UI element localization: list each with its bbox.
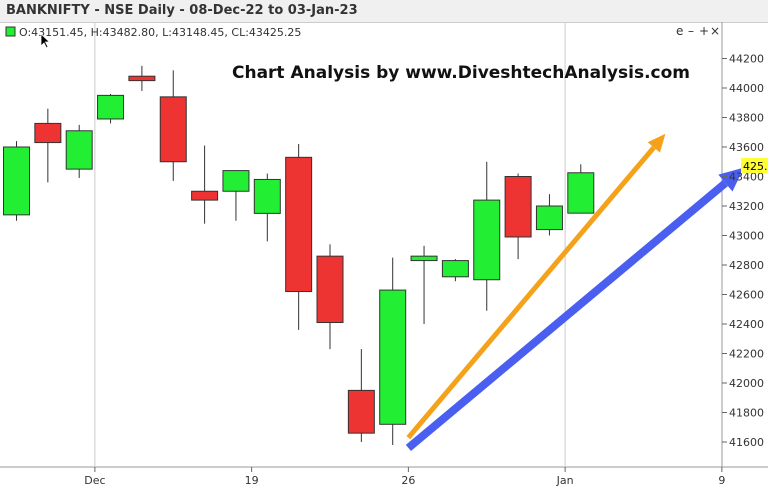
chart-title: BANKNIFTY - NSE Daily - 08-Dec-22 to 03-… xyxy=(6,3,358,18)
y-tick-label: 44200 xyxy=(729,53,764,66)
y-tick-label: 43400 xyxy=(729,171,764,184)
candle-body xyxy=(222,170,250,192)
x-axis: Dec 19 26 Jan 9 xyxy=(84,467,725,487)
candle xyxy=(97,93,125,124)
arrow-shaft xyxy=(405,179,728,451)
candle xyxy=(347,349,375,442)
last-price-label: 425.2 xyxy=(743,160,768,173)
close-button[interactable]: × xyxy=(710,24,720,38)
candle-body xyxy=(34,122,62,144)
candle xyxy=(535,194,563,236)
candle xyxy=(191,145,219,224)
candle xyxy=(379,257,407,445)
arrow-head xyxy=(718,167,744,192)
y-tick-label: 42000 xyxy=(729,377,764,390)
candle-body xyxy=(128,75,156,82)
candle-body xyxy=(473,199,501,281)
y-tick-label: 42200 xyxy=(729,348,764,361)
candle xyxy=(222,170,250,221)
candle-body xyxy=(97,94,125,120)
plus-button[interactable]: + xyxy=(699,24,709,38)
y-tick-label: 41800 xyxy=(729,407,764,420)
x-tick-label: 26 xyxy=(401,474,415,487)
y-tick-label: 42800 xyxy=(729,259,764,272)
candle-body xyxy=(159,96,187,163)
candle xyxy=(34,108,62,183)
candle-body xyxy=(191,190,219,201)
y-tick-label: 44000 xyxy=(729,82,764,95)
candle-body xyxy=(3,146,30,216)
candle-body xyxy=(441,260,469,278)
candle xyxy=(504,173,532,260)
candle-body xyxy=(347,389,375,434)
candle-body xyxy=(535,205,563,231)
candlestick-chart[interactable]: 41600 41800 42000 42200 42400 42600 42800 43000… xyxy=(0,22,768,495)
y-axis: 41600 41800 42000 42200 42400 42600 42800 43000… xyxy=(722,53,764,449)
y-tick-label: 42400 xyxy=(729,318,764,331)
legend-swatch xyxy=(5,26,16,37)
orange-trend-arrow xyxy=(406,133,666,440)
candle xyxy=(253,173,281,242)
blue-trend-arrow xyxy=(405,167,744,451)
watermark-text: Chart Analysis by www.DiveshtechAnalysis… xyxy=(232,63,690,83)
candle xyxy=(316,244,344,350)
y-tick-label: 43600 xyxy=(729,141,764,154)
minus-button[interactable]: – xyxy=(688,24,694,38)
ohlc-readout: O:43151.45, H:43482.80, L:43148.45, CL:4… xyxy=(19,26,301,39)
y-tick-label: 42600 xyxy=(729,289,764,302)
candle-body xyxy=(316,255,344,324)
y-tick-label: 43800 xyxy=(729,112,764,125)
candle-body xyxy=(285,156,313,293)
x-tick-label: 9 xyxy=(718,474,725,487)
x-tick-label: 19 xyxy=(245,474,259,487)
gridlines xyxy=(94,22,566,467)
candle xyxy=(65,124,93,178)
arrow-shaft xyxy=(406,145,656,440)
candle xyxy=(441,259,469,282)
candle-body xyxy=(410,255,438,262)
candle xyxy=(128,65,156,91)
candle-body xyxy=(253,178,281,214)
candle-body xyxy=(504,176,532,238)
trend-arrows xyxy=(405,133,744,451)
candle-body xyxy=(65,130,93,170)
candle xyxy=(285,144,313,330)
candle xyxy=(3,141,30,221)
candles xyxy=(3,65,595,445)
candle xyxy=(159,70,187,181)
y-tick-label: 43000 xyxy=(729,230,764,243)
candle-body xyxy=(379,289,407,425)
candle-body xyxy=(567,172,595,214)
y-tick-label: 41600 xyxy=(729,436,764,449)
arrow-head xyxy=(647,133,666,153)
candle xyxy=(473,161,501,311)
y-tick-label: 43200 xyxy=(729,200,764,213)
candle xyxy=(567,164,595,214)
mouse-cursor-icon xyxy=(40,33,51,49)
x-tick-label: Dec xyxy=(84,474,105,487)
window-titlebar: BANKNIFTY - NSE Daily - 08-Dec-22 to 03-… xyxy=(0,0,768,23)
candle xyxy=(410,245,438,324)
last-price-tag xyxy=(741,158,768,173)
x-tick-label: Jan xyxy=(556,474,574,487)
collapse-button[interactable]: e xyxy=(676,24,683,38)
